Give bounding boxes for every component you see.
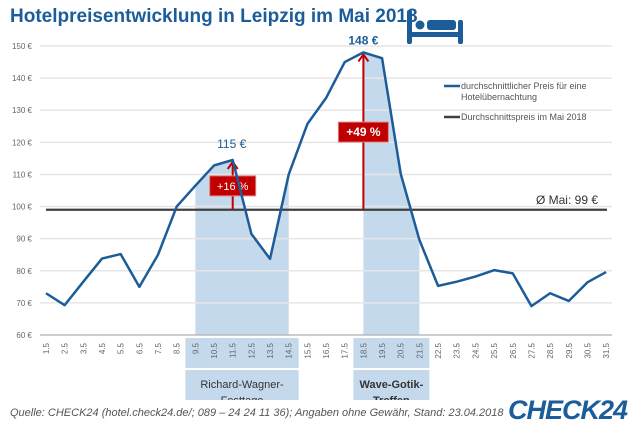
event-area (363, 52, 420, 336)
percent-label: +49 % (346, 125, 381, 139)
y-tick-label: 90 € (16, 235, 32, 244)
y-tick-label: 110 € (13, 170, 33, 179)
x-tick-label: 18.5 (359, 342, 368, 358)
x-tick-label: 16.5 (322, 342, 331, 358)
percent-badge (209, 175, 257, 197)
x-tick-label: 28.5 (546, 342, 555, 358)
x-tick-label: 24.5 (471, 342, 480, 358)
bed-icon (407, 10, 463, 44)
x-tick-label: 25.5 (490, 342, 499, 358)
percent-label: +16 % (217, 181, 249, 193)
x-tick-label: 27.5 (527, 342, 536, 358)
peak-label: 115 € (217, 137, 246, 151)
event-label: Wave-Gotik- (360, 379, 424, 391)
event-label: Treffen (373, 395, 410, 400)
x-tick-label: 11.5 (229, 342, 238, 358)
x-tick-label: 19.5 (378, 342, 387, 358)
event-label: Festtage (221, 395, 264, 400)
event-area (195, 159, 289, 335)
x-tick-label: 26.5 (509, 342, 518, 358)
x-tick-label: 29.5 (565, 342, 574, 358)
x-tick-label: 6.5 (135, 342, 144, 354)
legend-label: Durchschnittspreis im Mai 2018 (461, 112, 587, 122)
y-tick-label: 100 € (12, 203, 33, 212)
y-tick-label: 150 € (12, 42, 33, 51)
x-tick-label: 22.5 (434, 342, 443, 358)
x-tick-label: 23.5 (453, 342, 462, 358)
x-tick-label: 12.5 (247, 342, 256, 358)
y-tick-label: 140 € (12, 74, 33, 83)
x-tick-label: 15.5 (303, 342, 312, 358)
average-label: Ø Mai: 99 € (536, 193, 598, 207)
y-tick-label: 80 € (16, 267, 32, 276)
event-tick-band (353, 338, 430, 368)
x-tick-label: 17.5 (341, 342, 350, 358)
x-tick-label: 3.5 (79, 342, 88, 354)
event-label-box (353, 370, 430, 400)
x-tick-label: 13.5 (266, 342, 275, 358)
y-tick-label: 130 € (12, 106, 33, 115)
check24-logo: CHECK24 (508, 395, 628, 425)
x-tick-label: 2.5 (61, 342, 70, 354)
y-tick-label: 60 € (16, 331, 32, 340)
x-tick-label: 5.5 (117, 342, 126, 354)
x-tick-label: 21.5 (415, 342, 424, 358)
y-tick-label: 70 € (16, 299, 32, 308)
x-tick-label: 20.5 (397, 342, 406, 358)
line-chart: Richard-Wagner- Festtage Wave-Gotik- Treffe… (12, 33, 612, 400)
percent-badge (337, 121, 389, 143)
event-label-box (185, 370, 299, 400)
x-tick-label: 10.5 (210, 342, 219, 358)
x-tick-label: 30.5 (583, 342, 592, 358)
x-tick-label: 1.5 (42, 342, 51, 354)
y-tick-label: 120 € (12, 138, 33, 147)
legend-label: Hotelübernachtung (461, 92, 537, 102)
x-tick-label: 7.5 (154, 342, 163, 354)
x-tick-label: 14.5 (285, 342, 294, 358)
x-tick-label: 4.5 (98, 342, 107, 354)
legend-label: durchschnittlicher Preis für eine (461, 81, 587, 91)
x-tick-label: 8.5 (173, 342, 182, 354)
x-tick-label: 31.5 (602, 342, 611, 358)
arrow-head (357, 52, 370, 63)
event-tick-band (185, 338, 299, 368)
peak-label: 148 € (348, 33, 378, 47)
chart-title: Hotelpreisentwicklung in Leipzig im Mai … (10, 6, 418, 27)
source-note: Quelle: CHECK24 (hotel.check24.de/; 089 … (10, 407, 504, 419)
event-label: Richard-Wagner- (200, 379, 284, 391)
x-tick-label: 9.5 (191, 342, 200, 354)
